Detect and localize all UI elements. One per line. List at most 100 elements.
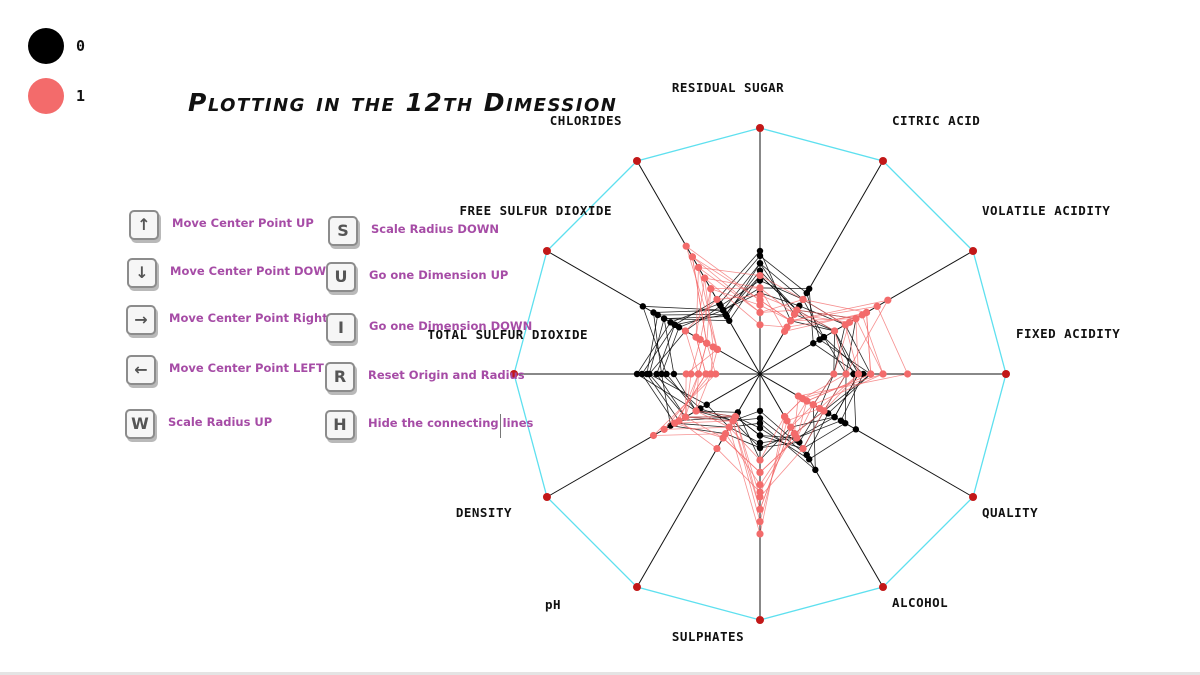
data-point	[702, 370, 710, 378]
axis-label: pH	[545, 597, 561, 612]
data-point	[756, 439, 764, 447]
series-1	[649, 242, 912, 538]
axis-label: FIXED ACIDITY	[1016, 326, 1120, 341]
data-point	[781, 413, 789, 421]
data-point	[682, 242, 690, 250]
data-point	[633, 370, 641, 378]
data-point	[713, 444, 721, 453]
text-cursor	[500, 414, 501, 438]
data-point	[707, 370, 715, 378]
axis-spoke	[759, 160, 884, 375]
axis-label: CITRIC ACID	[892, 113, 980, 128]
control-label: Move Center Point Right	[169, 311, 328, 325]
data-point	[799, 444, 807, 453]
axis-label: QUALITY	[982, 505, 1038, 520]
control-label: Reset Origin and Radius	[368, 368, 525, 382]
data-point	[756, 272, 764, 280]
w-key-icon: W	[125, 409, 155, 439]
axis-vertex-marker	[633, 156, 641, 165]
control-label: Go one Dimension DOWN	[369, 319, 533, 333]
data-point	[783, 323, 791, 331]
axis-vertex-marker	[1002, 370, 1010, 378]
data-point	[660, 315, 668, 322]
control-label: Move Center Point DOWN	[170, 264, 336, 278]
data-point	[830, 327, 839, 335]
data-point	[703, 401, 710, 408]
i-key-icon: I	[326, 313, 356, 343]
data-point	[756, 260, 764, 267]
data-point	[756, 247, 764, 255]
data-point	[688, 253, 696, 261]
data-point	[729, 417, 737, 425]
data-point	[756, 291, 764, 299]
data-point	[756, 530, 764, 538]
data-point	[756, 301, 764, 309]
data-point	[709, 343, 717, 351]
data-point	[873, 302, 881, 310]
axis-vertex-marker	[969, 247, 978, 255]
arrow-down-icon: ↓	[127, 258, 157, 288]
u-key-icon: U	[326, 262, 356, 292]
axis-label: TOTAL SULFUR DIOXIDE	[427, 327, 588, 342]
legend-label-1: 1	[76, 87, 86, 105]
data-point	[703, 339, 711, 347]
data-point	[852, 315, 860, 323]
h-key-icon: H	[325, 410, 355, 440]
data-point	[756, 277, 764, 284]
data-point	[756, 420, 764, 427]
r-key-icon: R	[325, 362, 355, 392]
data-point	[682, 370, 690, 378]
data-point	[756, 444, 764, 451]
data-point	[852, 426, 860, 433]
data-point	[820, 407, 828, 415]
data-point	[803, 451, 810, 459]
data-point	[654, 311, 661, 319]
data-point	[712, 370, 720, 378]
axis-vertex-marker	[633, 583, 641, 592]
data-point	[862, 308, 871, 317]
axis-vertex-marker	[756, 616, 764, 624]
data-point	[816, 336, 823, 343]
data-point	[884, 296, 892, 304]
data-point	[756, 505, 764, 513]
data-point	[756, 424, 764, 432]
control-label: Scale Radius UP	[168, 415, 273, 429]
data-point	[643, 370, 651, 378]
arrow-up-icon: ↑	[129, 210, 159, 240]
data-point	[681, 413, 690, 421]
data-point	[756, 308, 764, 317]
bottom-edge	[0, 672, 1200, 675]
data-point	[756, 456, 764, 464]
arrow-left-icon: ←	[126, 355, 156, 385]
axis-vertex-marker	[879, 156, 887, 165]
data-point	[812, 466, 819, 474]
data-point	[790, 430, 799, 438]
data-point	[687, 370, 695, 378]
data-point	[756, 252, 764, 260]
legend-dot-0	[28, 28, 64, 64]
data-point	[694, 370, 703, 378]
data-point	[854, 370, 863, 378]
data-point	[707, 285, 715, 293]
data-point	[658, 370, 665, 378]
data-point	[879, 370, 887, 378]
data-point	[756, 415, 764, 422]
data-point	[756, 432, 764, 439]
data-point	[681, 327, 690, 335]
data-point	[842, 370, 850, 378]
data-point	[756, 518, 764, 526]
data-point	[860, 370, 867, 378]
control-label: Move Center Point LEFT	[169, 361, 324, 375]
axis-vertex-marker	[542, 493, 551, 501]
axis-label: ALCOHOL	[892, 595, 948, 610]
data-point	[692, 407, 700, 415]
axis-label: DENSITY	[456, 505, 512, 520]
data-point	[867, 370, 875, 378]
data-point	[830, 370, 838, 378]
data-point	[787, 423, 795, 431]
data-point	[670, 370, 678, 378]
axis-vertex-marker	[879, 583, 887, 592]
data-point	[810, 340, 817, 347]
control-label: Scale Radius DOWN	[371, 222, 500, 236]
data-point	[756, 493, 764, 501]
